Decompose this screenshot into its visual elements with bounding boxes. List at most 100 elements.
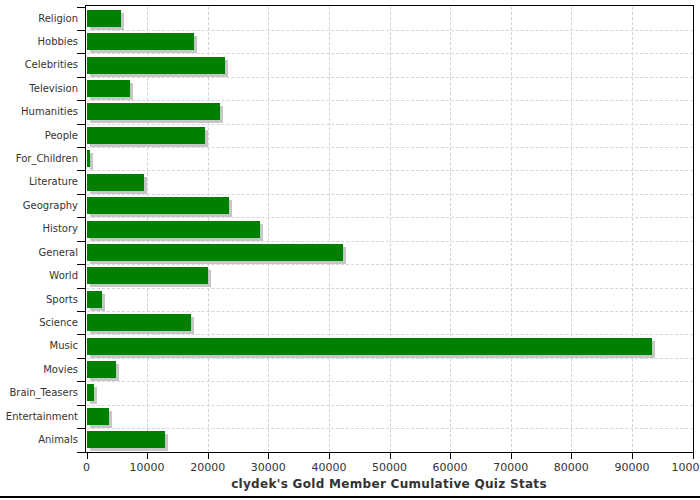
x-axis-tick-label: 40000 xyxy=(311,461,346,474)
horizontal-gridline xyxy=(87,334,693,335)
y-axis-tick xyxy=(77,381,85,382)
bar-world xyxy=(87,267,208,284)
x-axis-tick-label: 20000 xyxy=(190,461,225,474)
x-axis-tick-label: 0 xyxy=(83,461,90,474)
y-axis-tick xyxy=(77,452,85,453)
x-axis-tick xyxy=(208,453,209,459)
horizontal-gridline xyxy=(87,53,693,54)
vertical-gridline xyxy=(268,7,269,452)
x-axis-tick xyxy=(693,453,694,459)
y-axis-label: Literature xyxy=(0,170,78,193)
vertical-gridline xyxy=(329,7,330,452)
quiz-stats-bar-chart: clydek's Gold Member Cumulative Quiz Sta… xyxy=(0,0,700,500)
y-axis-tick xyxy=(77,405,85,406)
y-axis-label: Television xyxy=(0,77,78,100)
chart-title: clydek's Gold Member Cumulative Quiz Sta… xyxy=(231,477,547,491)
vertical-gridline xyxy=(511,7,512,452)
x-axis-tick xyxy=(329,453,330,459)
horizontal-gridline xyxy=(87,428,693,429)
y-axis-label: Celebrities xyxy=(0,53,78,76)
horizontal-gridline xyxy=(87,217,693,218)
horizontal-gridline xyxy=(87,381,693,382)
y-axis-tick xyxy=(77,147,85,148)
bottom-divider xyxy=(0,496,700,498)
y-axis-label: Entertainment xyxy=(0,405,78,428)
x-axis-tick-label: 50000 xyxy=(372,461,407,474)
y-axis-label: For_Children xyxy=(0,147,78,170)
y-axis-tick xyxy=(77,124,85,125)
horizontal-gridline xyxy=(87,264,693,265)
bar-movies xyxy=(87,361,116,378)
y-axis-label: Religion xyxy=(0,7,78,30)
y-axis-tick xyxy=(77,100,85,101)
y-axis-label: Sports xyxy=(0,288,78,311)
y-axis-label: Hobbies xyxy=(0,30,78,53)
bar-animals xyxy=(87,431,165,448)
bar-television xyxy=(87,80,130,97)
vertical-gridline xyxy=(632,7,633,452)
x-axis-tick xyxy=(511,453,512,459)
x-axis-tick xyxy=(450,453,451,459)
horizontal-gridline xyxy=(87,77,693,78)
x-axis-tick-label: 10000 xyxy=(130,461,165,474)
bar-science xyxy=(87,314,191,331)
x-axis-tick-label: 70000 xyxy=(493,461,528,474)
y-axis-tick xyxy=(77,217,85,218)
y-axis-label: Animals xyxy=(0,428,78,451)
vertical-gridline xyxy=(571,7,572,452)
horizontal-gridline xyxy=(87,170,693,171)
horizontal-gridline xyxy=(87,147,693,148)
bar-celebrities xyxy=(87,57,225,74)
y-axis-tick xyxy=(77,194,85,195)
y-axis-label: Movies xyxy=(0,358,78,381)
y-axis-label: Humanities xyxy=(0,100,78,123)
horizontal-gridline xyxy=(87,30,693,31)
horizontal-gridline xyxy=(87,311,693,312)
y-axis-tick xyxy=(77,358,85,359)
y-axis-tick xyxy=(77,334,85,335)
y-axis-tick xyxy=(77,241,85,242)
x-axis-tick-label: 90000 xyxy=(614,461,649,474)
horizontal-gridline xyxy=(87,288,693,289)
x-axis-tick-label: 60000 xyxy=(433,461,468,474)
bar-hobbies xyxy=(87,33,194,50)
bar-music xyxy=(87,338,652,355)
x-axis-tick xyxy=(390,453,391,459)
x-axis-tick xyxy=(87,453,88,459)
y-axis-label: Brain_Teasers xyxy=(0,381,78,404)
y-axis-tick xyxy=(77,311,85,312)
horizontal-gridline xyxy=(87,100,693,101)
horizontal-gridline xyxy=(87,194,693,195)
bar-geography xyxy=(87,197,229,214)
y-axis-tick xyxy=(77,30,85,31)
bar-for_children xyxy=(87,150,90,167)
bar-religion xyxy=(87,10,121,27)
y-axis-tick xyxy=(77,170,85,171)
x-axis-tick-label: 100000 xyxy=(672,461,700,474)
x-axis-tick xyxy=(632,453,633,459)
y-axis-label: People xyxy=(0,124,78,147)
y-axis-label: Science xyxy=(0,311,78,334)
x-axis-tick xyxy=(268,453,269,459)
y-axis-tick xyxy=(77,264,85,265)
x-axis-tick-label: 80000 xyxy=(554,461,589,474)
bar-entertainment xyxy=(87,408,109,425)
y-axis-tick xyxy=(77,77,85,78)
y-axis-tick xyxy=(77,7,85,8)
y-axis-label: General xyxy=(0,241,78,264)
horizontal-gridline xyxy=(87,241,693,242)
bar-people xyxy=(87,127,205,144)
x-axis-tick xyxy=(571,453,572,459)
y-axis-label: World xyxy=(0,264,78,287)
bar-sports xyxy=(87,291,102,308)
bar-general xyxy=(87,244,343,261)
horizontal-gridline xyxy=(87,405,693,406)
bar-history xyxy=(87,221,260,238)
y-axis-label: Geography xyxy=(0,194,78,217)
bar-humanities xyxy=(87,103,220,120)
y-axis-label: Music xyxy=(0,334,78,357)
horizontal-gridline xyxy=(87,358,693,359)
bar-literature xyxy=(87,174,144,191)
y-axis-tick xyxy=(77,428,85,429)
vertical-gridline xyxy=(450,7,451,452)
